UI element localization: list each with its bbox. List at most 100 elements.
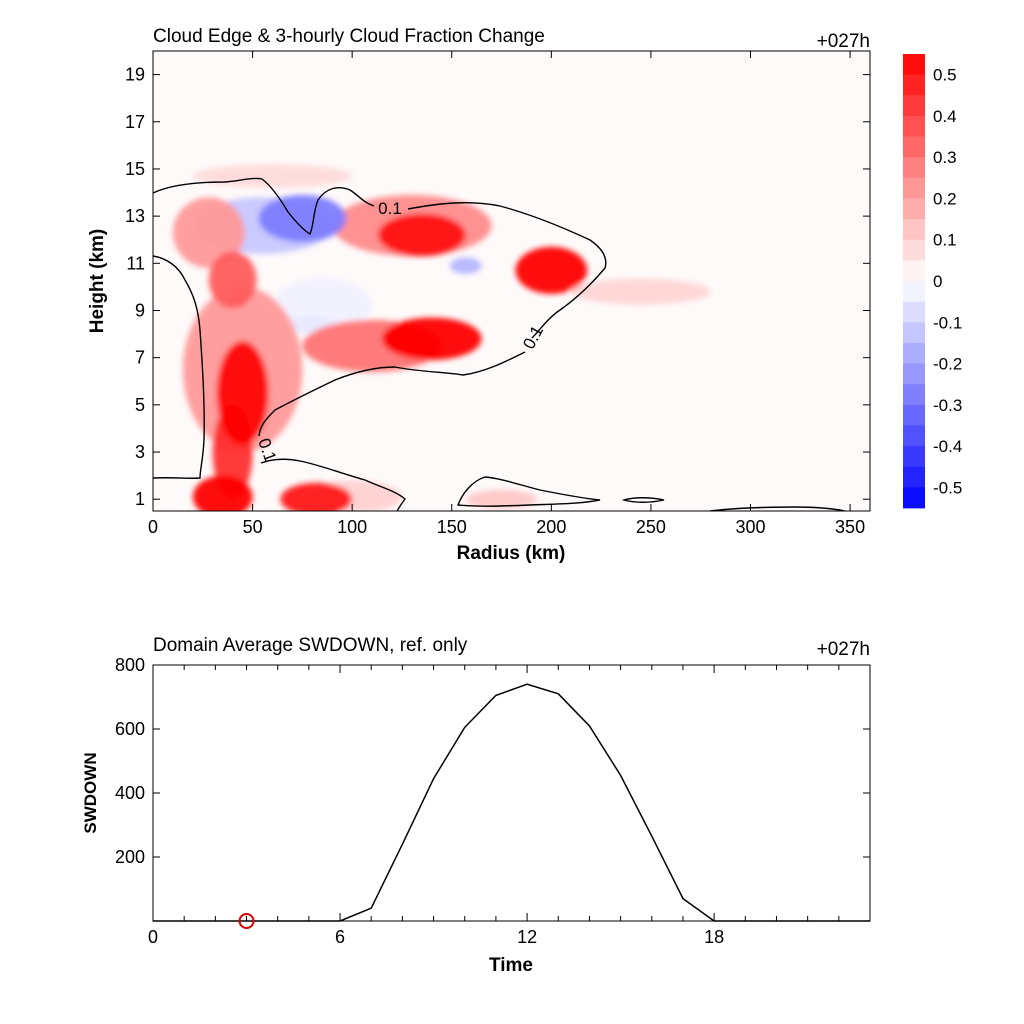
- line-frame: [152, 664, 871, 922]
- contour-bottom-mid: [457, 476, 601, 507]
- colorbar-tick-label: 0.2: [933, 189, 957, 208]
- line-x-label: Time: [489, 955, 533, 976]
- x-tick-label: 6: [335, 927, 345, 947]
- colorbar-cell: [903, 466, 925, 488]
- y-tick-label: 600: [115, 719, 145, 739]
- field-feature: [258, 194, 347, 243]
- colorbar-cells: [903, 54, 925, 509]
- line-title: Domain Average SWDOWN, ref. only: [153, 635, 468, 656]
- colorbar-cell: [903, 404, 925, 426]
- y-tick-label: 5: [135, 395, 145, 415]
- field-feature: [192, 164, 353, 188]
- colorbar-cell: [903, 177, 925, 199]
- heatmap-x-label: Radius (km): [457, 543, 566, 564]
- y-tick-label: 15: [125, 159, 145, 179]
- x-tick-label: 0: [148, 927, 158, 947]
- contour-main: [153, 177, 375, 235]
- colorbar-cell: [903, 260, 925, 282]
- y-tick-label: 3: [135, 442, 145, 462]
- contour-main-b: [407, 202, 607, 339]
- colorbar-tick-label: -0.3: [933, 396, 962, 415]
- field-feature: [192, 475, 253, 511]
- x-tick-label: 50: [243, 517, 263, 537]
- heatmap-field: [153, 51, 870, 511]
- y-tick-label: 800: [115, 655, 145, 675]
- field-feature: [465, 489, 538, 509]
- colorbar-cell: [903, 198, 925, 220]
- colorbar-cell: [903, 384, 925, 406]
- colorbar-tick-label: 0.5: [933, 66, 957, 85]
- y-tick-label: 11: [126, 253, 145, 273]
- x-tick-label: 12: [517, 927, 537, 947]
- field-feature: [515, 246, 588, 294]
- field-feature: [216, 341, 269, 445]
- colorbar-cell: [903, 342, 925, 364]
- line-x-ticks: 0 6 12 18: [148, 665, 840, 947]
- heatmap-blobs: [172, 164, 711, 511]
- colorbar-cell: [903, 281, 925, 303]
- colorbar-tick-label: -0.5: [933, 478, 962, 497]
- y-tick-label: 17: [125, 112, 145, 132]
- field-feature: [378, 213, 466, 257]
- heatmap-time-label: +027h: [817, 31, 870, 52]
- y-tick-label: 400: [115, 783, 145, 803]
- y-tick-label: 13: [125, 206, 145, 226]
- contour-main-c: [258, 351, 526, 437]
- field-feature: [172, 197, 245, 269]
- heatmap-frame: [152, 50, 871, 512]
- y-tick-label: 1: [135, 489, 145, 509]
- x-tick-label: 200: [536, 517, 566, 537]
- contour-bottom-small: [621, 497, 665, 503]
- heatmap-panel: Cloud Edge & 3-hourly Cloud Fraction Cha…: [87, 26, 871, 564]
- colorbar-cell: [903, 219, 925, 241]
- field-feature: [208, 251, 257, 309]
- swdown-series-line: [153, 683, 870, 922]
- x-tick-label: 0: [148, 517, 158, 537]
- colorbar-cell: [903, 322, 925, 344]
- line-panel: Domain Average SWDOWN, ref. only +027h 0…: [81, 635, 871, 976]
- field-feature: [449, 257, 482, 274]
- field-feature: [280, 482, 353, 511]
- y-tick-label: 19: [125, 65, 145, 85]
- cloud-edge-contour: [153, 177, 846, 511]
- y-tick-label: 9: [135, 300, 145, 320]
- colorbar-tick-label: 0.4: [933, 107, 957, 126]
- colorbar-tick-label: 0: [933, 272, 942, 291]
- y-tick-label: 200: [115, 847, 145, 867]
- colorbar-tick-label: -0.2: [933, 355, 962, 374]
- colorbar-cell: [903, 136, 925, 158]
- x-tick-label: 300: [735, 517, 765, 537]
- heatmap-x-ticks: 0 50 100 150 200 250 300 350: [148, 51, 865, 537]
- colorbar-cell: [903, 74, 925, 96]
- x-tick-label: 150: [437, 517, 467, 537]
- field-feature: [382, 317, 482, 361]
- current-time-marker: [238, 913, 255, 929]
- colorbar-cell: [903, 363, 925, 385]
- colorbar-cell: [903, 425, 925, 447]
- colorbar-tick-label: -0.4: [933, 437, 962, 456]
- contour-bottom-left: [260, 458, 406, 511]
- colorbar-cell: [903, 301, 925, 323]
- colorbar-cell: [903, 239, 925, 261]
- field-feature: [571, 278, 711, 305]
- colorbar-cell: [903, 95, 925, 117]
- x-tick-label: 100: [337, 517, 367, 537]
- line-y-label: SWDOWN: [81, 752, 100, 833]
- colorbar-tick-label: -0.1: [933, 313, 962, 332]
- line-time-label: +027h: [817, 639, 870, 660]
- contour-label-top: 0.1: [378, 199, 402, 218]
- colorbar-cell: [903, 157, 925, 179]
- x-tick-label: 250: [636, 517, 666, 537]
- contour-bottom-right: [709, 506, 846, 511]
- colorbar-cell: [903, 487, 925, 509]
- line-y-ticks: 200 400 600 800: [115, 655, 870, 867]
- y-tick-label: 7: [135, 348, 145, 368]
- x-tick-label: 18: [704, 927, 724, 947]
- x-tick-label: 350: [835, 517, 865, 537]
- colorbar-cell: [903, 54, 925, 76]
- colorbar-ticks: 0.5 0.4 0.3 0.2 0.1 0 -0.1 -0.2 -0.3 -0.4 -0.5: [933, 66, 962, 498]
- heatmap-title: Cloud Edge & 3-hourly Cloud Fraction Cha…: [153, 26, 545, 47]
- colorbar-cell: [903, 115, 925, 137]
